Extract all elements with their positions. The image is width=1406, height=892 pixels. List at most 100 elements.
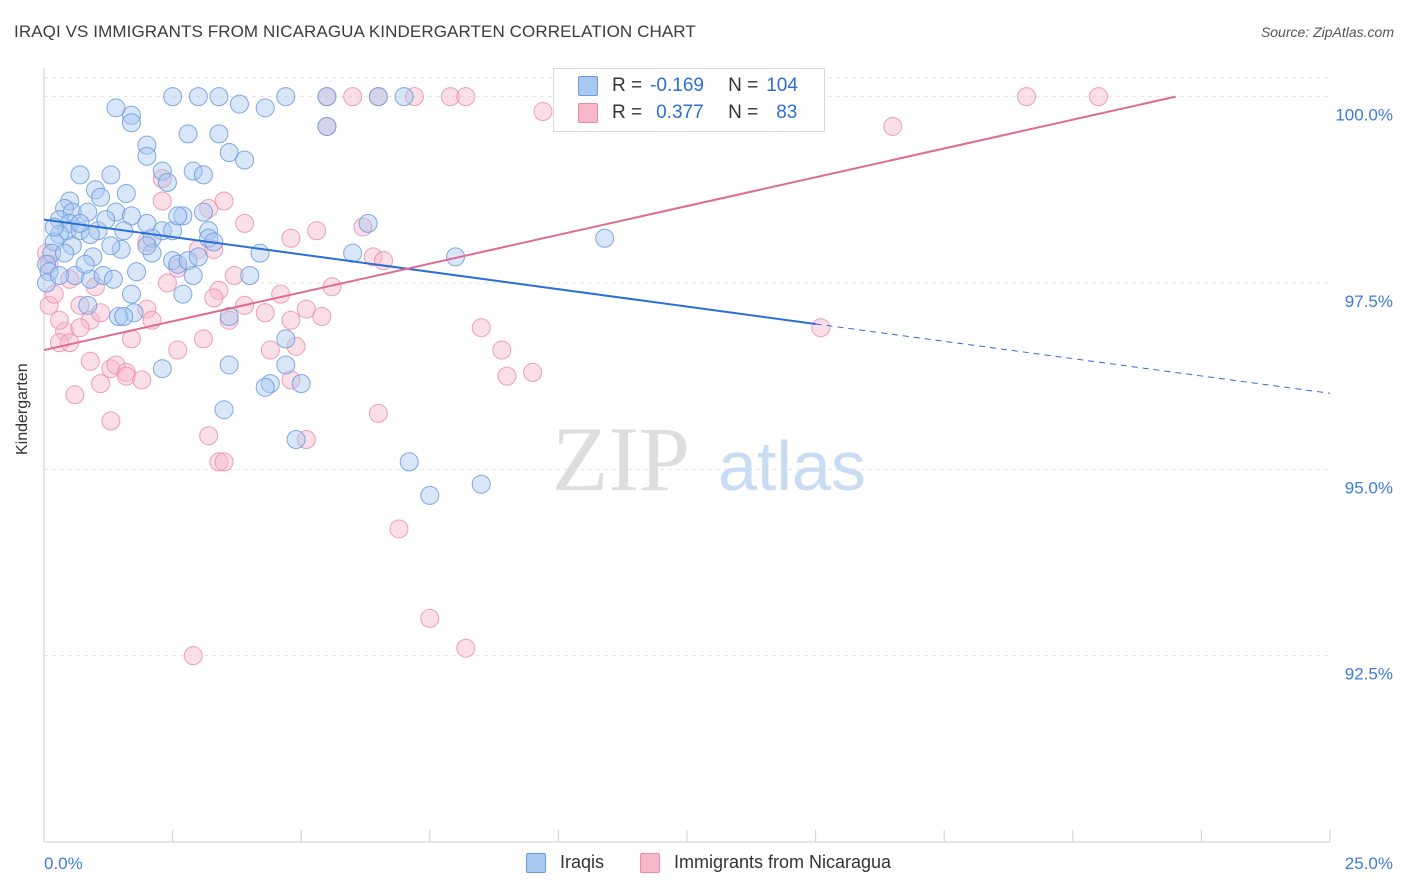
data-point-nicaragua — [70, 318, 90, 338]
data-point-iraqis — [235, 150, 255, 170]
data-point-iraqis — [255, 98, 275, 118]
data-point-iraqis — [260, 374, 280, 394]
data-point-nicaragua — [883, 116, 903, 136]
data-point-iraqis — [152, 359, 172, 379]
y-tick-label: 92.5% — [1345, 665, 1393, 684]
data-point-nicaragua — [1089, 87, 1109, 107]
data-point-nicaragua — [281, 228, 301, 248]
data-point-iraqis — [55, 243, 75, 263]
data-point-nicaragua — [420, 608, 440, 628]
data-point-iraqis — [343, 243, 363, 263]
data-point-iraqis — [121, 105, 141, 125]
data-point-nicaragua — [312, 307, 332, 327]
legend-item-nicaragua[interactable]: Immigrants from Nicaragua — [640, 852, 891, 873]
data-point-nicaragua — [533, 102, 553, 122]
data-point-iraqis — [80, 269, 100, 289]
data-point-nicaragua — [49, 310, 69, 330]
data-point-nicaragua — [168, 340, 188, 360]
data-point-iraqis — [219, 307, 239, 327]
data-point-iraqis — [116, 184, 136, 204]
data-point-iraqis — [276, 329, 296, 349]
data-point-nicaragua — [116, 366, 136, 386]
data-point-iraqis — [471, 474, 491, 494]
legend-r-label: R = — [612, 102, 643, 123]
data-point-nicaragua — [456, 638, 476, 658]
data-point-iraqis — [255, 377, 275, 397]
data-point-iraqis — [173, 206, 193, 226]
data-point-nicaragua — [492, 340, 512, 360]
data-point-iraqis — [240, 266, 260, 286]
data-point-nicaragua — [44, 284, 64, 304]
data-point-iraqis — [75, 254, 95, 274]
data-point-iraqis — [163, 221, 183, 241]
legend-swatch-pink — [578, 103, 598, 123]
legend-item-iraqis[interactable]: Iraqis — [526, 852, 604, 873]
legend-n-value: 83 — [776, 102, 798, 123]
x-tick-label: 25.0% — [1345, 854, 1393, 873]
data-point-iraqis — [37, 254, 57, 274]
data-point-iraqis — [39, 262, 59, 282]
y-axis-label: Kindergarten — [14, 363, 31, 455]
data-point-nicaragua — [137, 299, 157, 319]
data-point-nicaragua — [363, 247, 383, 267]
data-point-iraqis — [317, 87, 337, 107]
y-tick-label: 97.5% — [1345, 292, 1393, 311]
watermark-zip: ZIP — [552, 408, 690, 510]
data-point-nicaragua — [497, 366, 517, 386]
series-iraqis-points — [37, 87, 615, 505]
data-point-iraqis — [121, 206, 141, 226]
data-point-iraqis — [127, 262, 147, 282]
data-point-iraqis — [106, 202, 126, 222]
data-point-iraqis — [83, 247, 103, 267]
legend-swatch-blue — [578, 76, 598, 96]
legend-swatch-blue — [526, 852, 546, 873]
data-point-nicaragua — [523, 362, 543, 382]
x-tick-label: 0.0% — [44, 854, 83, 873]
data-point-iraqis — [109, 307, 129, 327]
trend-lines — [43, 95, 1331, 394]
data-point-iraqis — [121, 284, 141, 304]
data-point-iraqis — [420, 485, 440, 505]
data-point-nicaragua — [389, 519, 409, 539]
data-point-iraqis — [70, 165, 90, 185]
data-point-iraqis — [219, 355, 239, 375]
data-point-nicaragua — [286, 336, 306, 356]
data-point-iraqis — [193, 165, 213, 185]
data-point-nicaragua — [368, 403, 388, 423]
data-point-iraqis — [163, 87, 183, 107]
data-point-nicaragua — [80, 310, 100, 330]
axes — [43, 68, 1331, 843]
data-point-nicaragua — [271, 284, 291, 304]
trend-line-iraqis — [43, 218, 816, 325]
data-point-iraqis — [399, 452, 419, 472]
data-point-iraqis — [114, 307, 134, 327]
data-point-iraqis — [209, 87, 229, 107]
data-point-iraqis — [188, 87, 208, 107]
data-point-nicaragua — [235, 213, 255, 233]
legend-n-label: N = — [728, 102, 759, 123]
data-point-iraqis — [168, 206, 188, 226]
data-point-iraqis — [368, 87, 388, 107]
data-point-nicaragua — [91, 374, 111, 394]
data-point-nicaragua — [183, 646, 203, 666]
data-point-nicaragua — [440, 87, 460, 107]
data-point-iraqis — [286, 430, 306, 450]
legend-label-iraqis: Iraqis — [560, 852, 605, 872]
data-point-nicaragua — [255, 303, 275, 323]
data-point-nicaragua — [152, 191, 172, 211]
data-point-nicaragua — [193, 329, 213, 349]
data-point-nicaragua — [214, 452, 234, 472]
data-point-iraqis — [209, 124, 229, 144]
trend-line-iraqis-extension — [815, 323, 1331, 394]
watermark-atlas: atlas — [718, 427, 866, 505]
data-point-nicaragua — [456, 87, 476, 107]
data-point-nicaragua — [152, 169, 172, 189]
data-point-nicaragua — [353, 217, 373, 237]
trend-line-nicaragua — [43, 95, 1176, 352]
data-point-iraqis — [250, 243, 270, 263]
legend-row-nicaragua: R = 0.377 N = 83 — [554, 100, 797, 126]
chart-title: IRAQI VS IMMIGRANTS FROM NICARAGUA KINDE… — [14, 22, 696, 41]
data-point-iraqis — [188, 247, 208, 267]
data-point-iraqis — [49, 266, 69, 286]
